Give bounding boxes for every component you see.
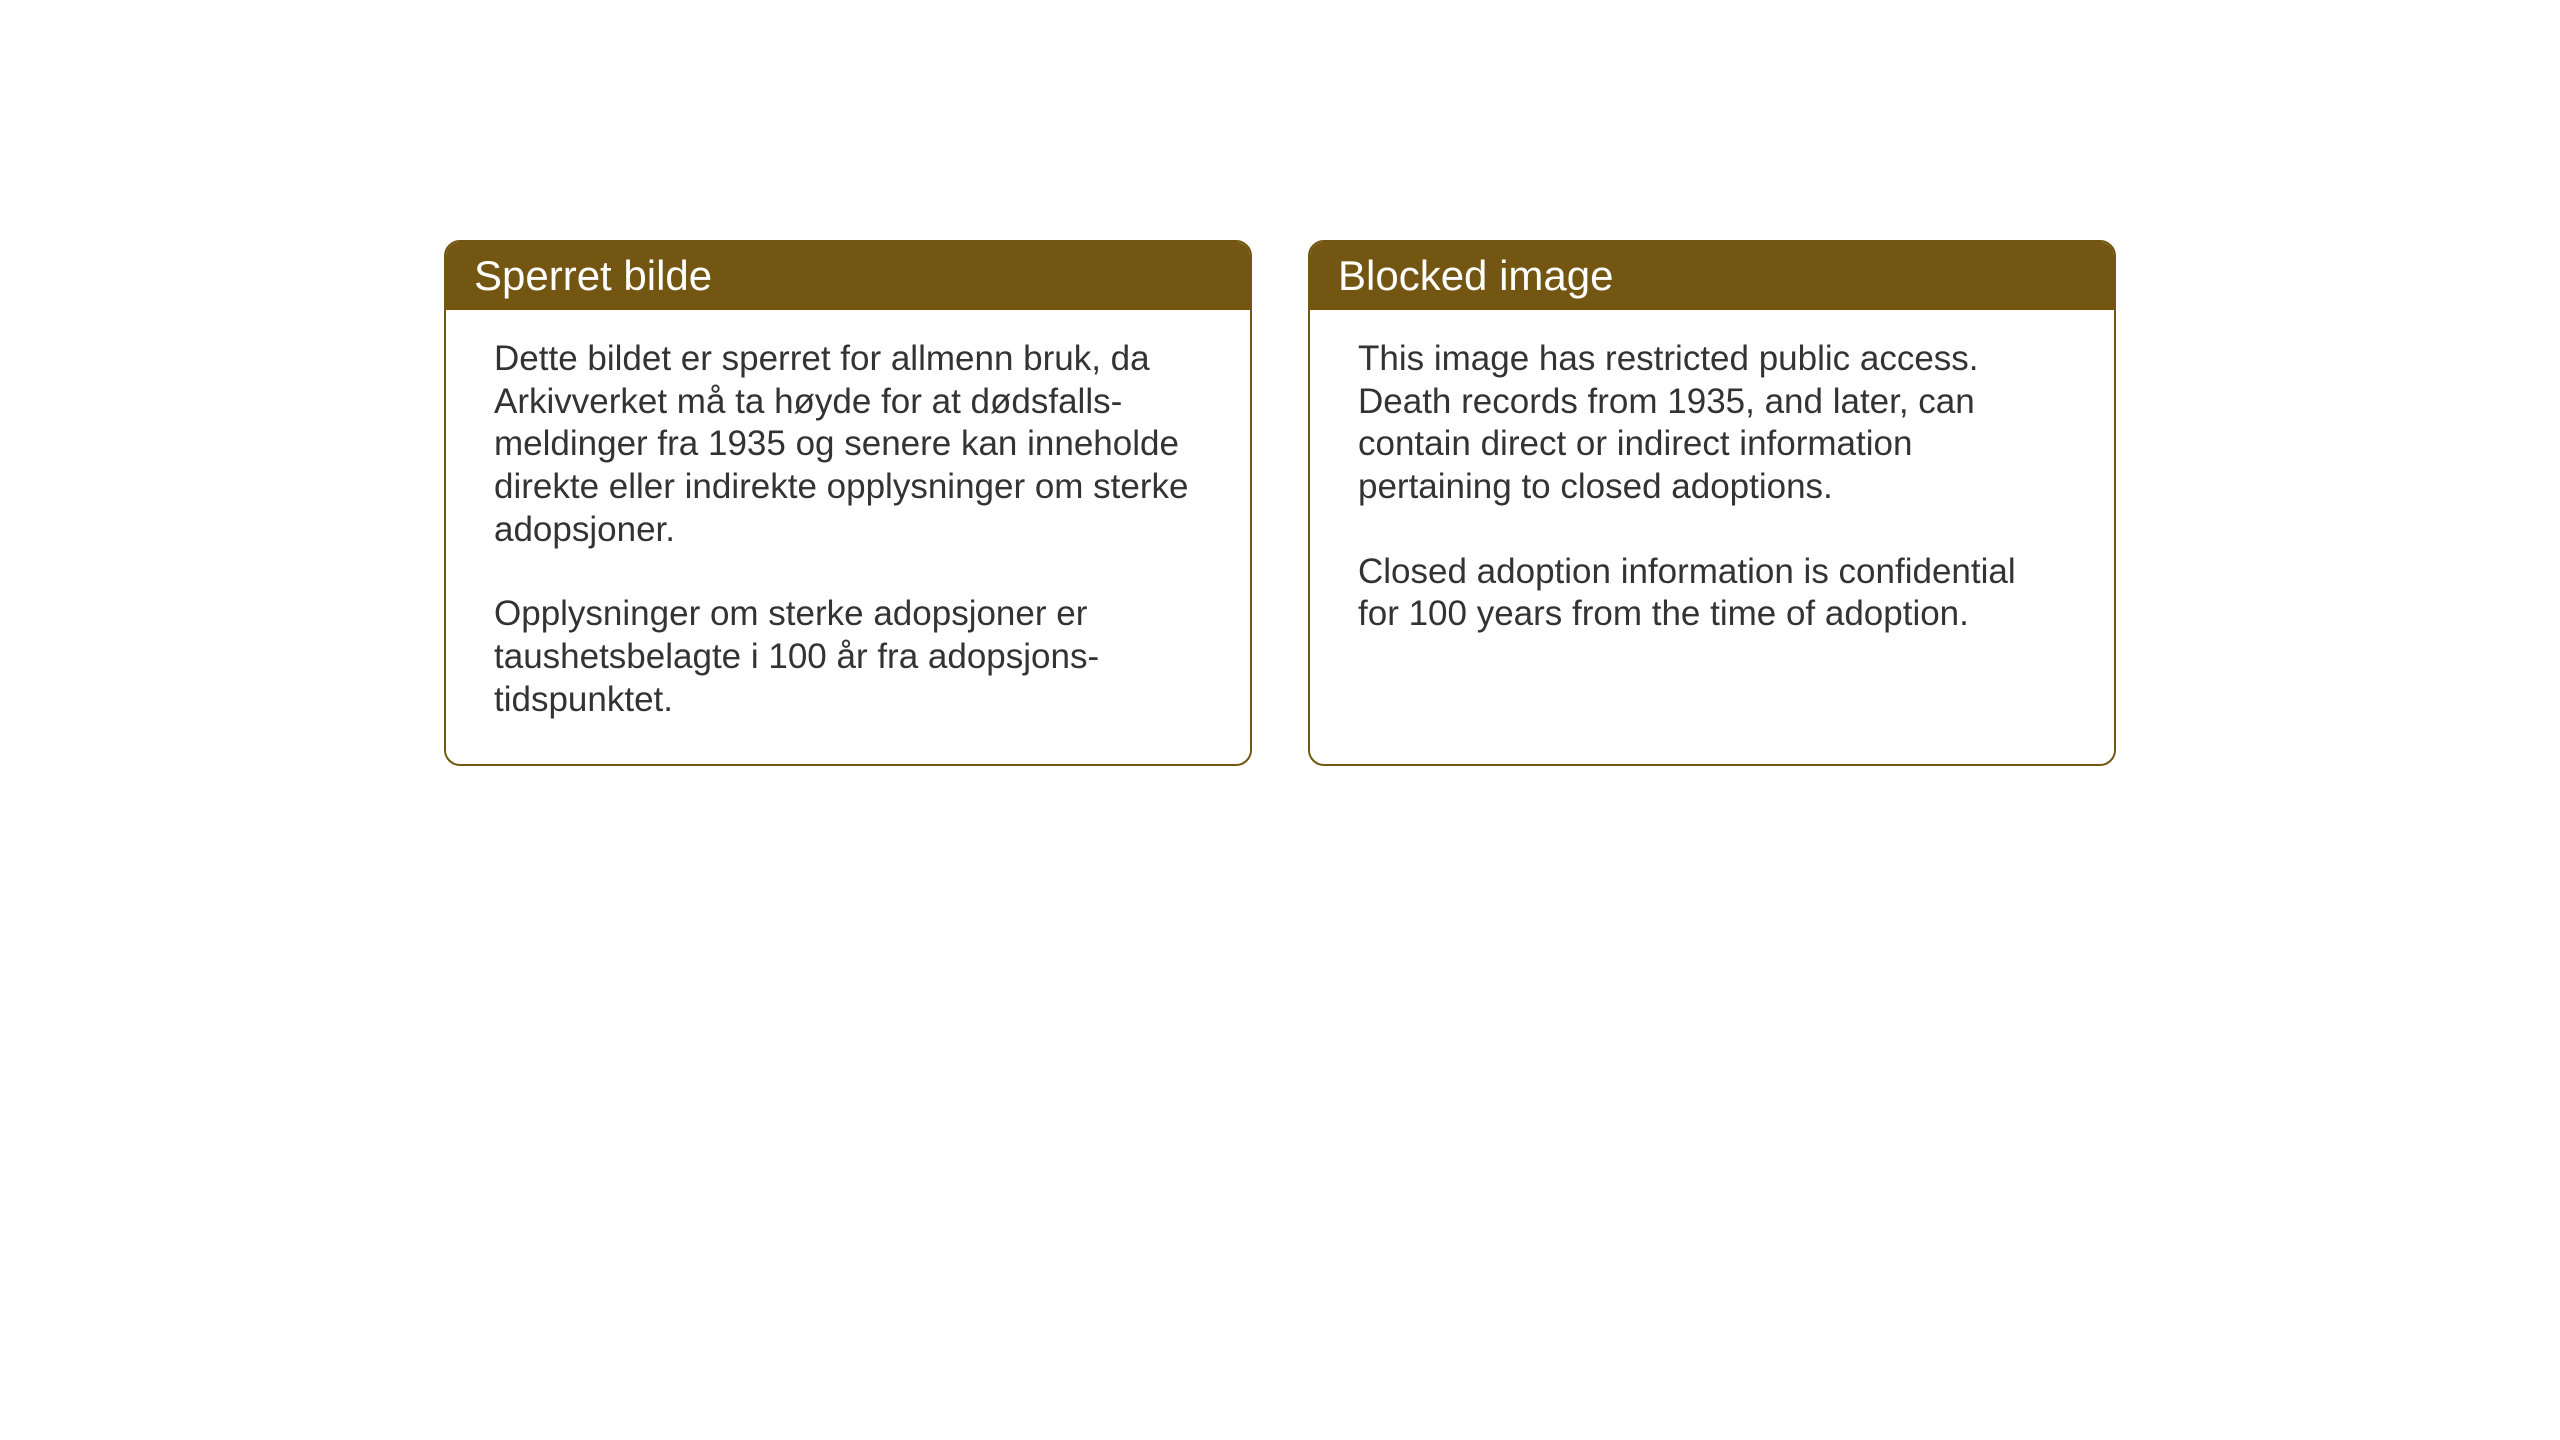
english-card-body: This image has restricted public access.… (1310, 310, 2114, 678)
notice-container: Sperret bilde Dette bildet er sperret fo… (444, 240, 2116, 766)
norwegian-card-title: Sperret bilde (446, 242, 1250, 310)
norwegian-paragraph-1: Dette bildet er sperret for allmenn bruk… (494, 338, 1202, 551)
english-paragraph-2: Closed adoption information is confident… (1358, 551, 2066, 636)
english-card-title: Blocked image (1310, 242, 2114, 310)
norwegian-notice-card: Sperret bilde Dette bildet er sperret fo… (444, 240, 1252, 766)
norwegian-paragraph-2: Opplysninger om sterke adopsjoner er tau… (494, 593, 1202, 721)
english-notice-card: Blocked image This image has restricted … (1308, 240, 2116, 766)
norwegian-card-body: Dette bildet er sperret for allmenn bruk… (446, 310, 1250, 764)
english-paragraph-1: This image has restricted public access.… (1358, 338, 2066, 509)
